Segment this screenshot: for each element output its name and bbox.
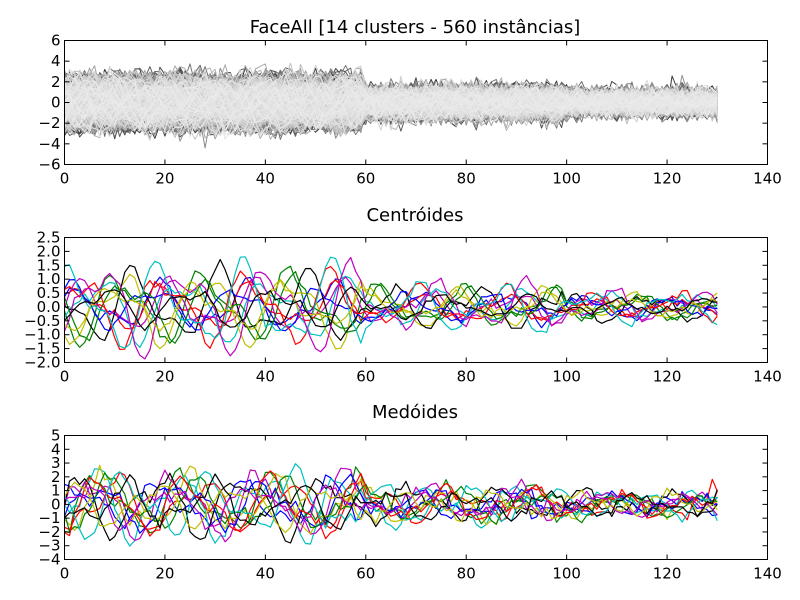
y-tick-label: −1 (38, 509, 60, 527)
series-line (64, 286, 718, 332)
y-tick-label: −6 (38, 156, 60, 174)
y-tick-label: 2 (51, 468, 61, 486)
series-line (64, 75, 718, 128)
y-tick-label: −1.0 (24, 326, 60, 344)
y-tick-label: 2.0 (37, 242, 61, 260)
x-tick-label: 100 (552, 565, 581, 583)
plot-frame (64, 435, 768, 560)
series-line (64, 481, 718, 534)
x-axis-ticks: 0 20 40 60 80 100 120 140 (60, 237, 782, 386)
x-tick-label: 40 (256, 565, 275, 583)
x-tick-label: 80 (457, 565, 476, 583)
series-line (64, 79, 718, 128)
x-axis-ticks: 0 20 40 60 80 100 120 140 (60, 40, 782, 188)
y-tick-label: 0 (51, 94, 61, 112)
y-tick-label: −3 (38, 537, 60, 555)
y-tick-label: −1.5 (24, 340, 60, 358)
panel-title: Medóides (372, 402, 458, 423)
series-line (64, 265, 718, 350)
x-tick-label: 60 (356, 170, 375, 188)
x-tick-label: 140 (753, 368, 782, 386)
x-tick-label: 40 (256, 170, 275, 188)
series-group (64, 62, 718, 149)
y-axis-ticks: −2.0−1.5−1.0−0.50.00.51.01.52.02.5 (24, 229, 768, 372)
series-line (64, 256, 718, 360)
x-tick-label: 140 (753, 170, 782, 188)
y-tick-label: 0 (51, 495, 61, 513)
y-tick-label: 1 (51, 482, 61, 500)
x-tick-label: 120 (653, 368, 682, 386)
y-axis-ticks: −6 −4 −2 0 2 4 6 (38, 32, 768, 174)
series-line (64, 86, 718, 127)
panel-faceall: FaceAll [14 clusters - 560 instâncias] 0… (38, 17, 781, 188)
panel-medoides: Medóides 0 20 40 60 80 100 120 140 −4−3−2−10123… (38, 402, 781, 583)
x-tick-label: 20 (155, 170, 174, 188)
series-line (64, 258, 718, 342)
x-tick-label: 0 (60, 368, 70, 386)
series-line (64, 484, 718, 533)
series-group (64, 463, 718, 547)
series-line (64, 473, 718, 530)
plot-frame (64, 237, 768, 363)
x-tick-label: 60 (356, 565, 375, 583)
x-tick-label: 100 (552, 368, 581, 386)
series-line (64, 470, 718, 537)
x-tick-label: 20 (155, 565, 174, 583)
y-tick-label: −2.0 (24, 354, 60, 372)
x-tick-label: 120 (653, 565, 682, 583)
y-tick-label: 4 (51, 52, 61, 70)
y-tick-label: 2 (51, 73, 61, 91)
series-line (64, 79, 718, 126)
y-tick-label: −0.5 (24, 312, 60, 330)
y-tick-label: 1.5 (37, 256, 61, 274)
series-line (64, 464, 718, 535)
series-line (64, 78, 718, 136)
x-tick-label: 0 (60, 565, 70, 583)
y-tick-label: −2 (38, 523, 60, 541)
x-tick-label: 100 (552, 170, 581, 188)
y-tick-label: −4 (38, 135, 60, 153)
y-tick-label: 2.5 (37, 229, 61, 247)
y-tick-label: −4 (38, 551, 60, 569)
x-tick-label: 0 (60, 170, 70, 188)
series-line (64, 80, 718, 132)
y-tick-label: −2 (38, 114, 60, 132)
x-tick-label: 120 (653, 170, 682, 188)
panel-title: FaceAll [14 clusters - 560 instâncias] (250, 17, 581, 38)
y-tick-label: 5 (51, 427, 61, 445)
x-tick-label: 80 (457, 170, 476, 188)
x-tick-label: 20 (155, 368, 174, 386)
x-tick-label: 60 (356, 368, 375, 386)
y-tick-label: 0.0 (37, 298, 61, 316)
y-tick-label: 6 (51, 32, 61, 50)
series-line (64, 78, 718, 120)
series-group (64, 256, 718, 360)
x-tick-label: 40 (256, 368, 275, 386)
panel-centroides: Centróides 0 20 40 60 80 100 120 140 −2.0−1.5−1… (24, 205, 782, 386)
plot-frame (64, 40, 768, 165)
series-line (64, 81, 718, 122)
x-tick-label: 80 (457, 368, 476, 386)
y-tick-label: 0.5 (37, 284, 61, 302)
series-line (64, 472, 718, 544)
series-line (64, 271, 718, 344)
series-line (64, 78, 718, 129)
x-tick-label: 140 (753, 565, 782, 583)
series-line (64, 473, 718, 534)
y-tick-label: 4 (51, 440, 61, 458)
y-tick-label: 3 (51, 454, 61, 472)
panel-title: Centróides (366, 205, 463, 226)
y-tick-label: 1.0 (37, 270, 61, 288)
series-line (64, 463, 718, 540)
